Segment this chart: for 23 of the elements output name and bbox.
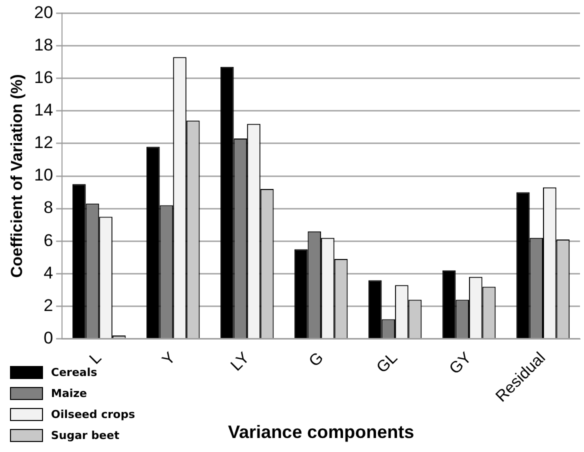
y-tick-label: 20 [34,2,54,22]
y-tick-label: 16 [34,68,54,88]
y-axis-title: Coefficient of Variation (%) [9,74,26,278]
x-axis-title: Variance components [228,422,414,442]
y-tick-label: 4 [44,263,54,282]
x-tick-label: Y [159,349,180,370]
y-tick-label: 0 [44,328,54,348]
y-tick-label: 2 [44,296,54,315]
y-tick-label: 10 [34,166,54,185]
y-tick-label: 12 [34,133,54,152]
x-tick-label: LY [228,349,254,375]
legend-label: Oilseed crops [51,408,136,421]
legend-label: Maize [51,386,88,400]
y-tick-label: 6 [44,230,54,250]
y-tick-label: 18 [34,35,54,54]
legend-label: Sugar beet [51,428,120,442]
x-tick-label: G [306,350,327,370]
legend-label: Cereals [51,366,98,379]
x-tick-label: GY [446,349,476,378]
y-tick-label: 14 [34,100,54,120]
y-tick-label: 8 [44,198,54,218]
x-tick-label: L [86,349,106,368]
x-tick-label: GL [374,349,402,377]
